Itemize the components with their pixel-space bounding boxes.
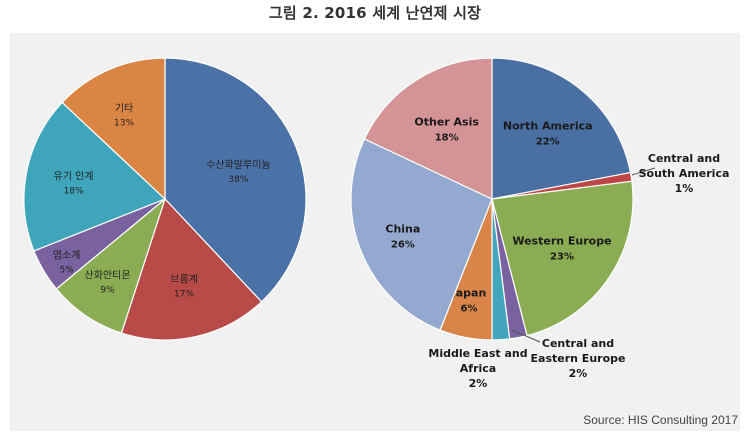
slice-value-central-and-south-america: 1%: [675, 182, 694, 195]
slice-label-middle-east-and-africa: Middle East and Africa: [428, 347, 527, 375]
slice-label-유기-인계: 유기 인계: [54, 171, 94, 183]
slice-label-산화안티몬: 산화안티몬: [85, 270, 131, 282]
pie-chart-right: North America 22% Central and South America…: [350, 57, 730, 390]
slice-value-브롬계: 17%: [174, 289, 194, 299]
leader-line-central-and-south-america: [631, 167, 656, 176]
pie-slice-산화안티몬: [55, 197, 167, 334]
pie-slice-western-europe: [491, 180, 634, 337]
slice-value-middle-east-and-africa: 2%: [469, 377, 488, 390]
slice-value-japan: 6%: [460, 304, 477, 315]
pie-slice-수산화알루미늄: [164, 57, 307, 303]
slice-value-central-and-eastern-europe: 2%: [569, 367, 588, 380]
pie-slice-other-asis: [363, 57, 493, 200]
slice-label-central-and-south-america: Central and South America: [639, 152, 730, 180]
slice-label-기타: 기타: [115, 103, 133, 115]
slice-value-western-europe: 23%: [550, 252, 574, 263]
figure-title: 그림 2. 2016 세계 난연제 시장: [268, 4, 482, 22]
source-note: Source: HIS Consulting 2017: [583, 413, 738, 427]
slice-label-north-america: North America: [503, 120, 593, 133]
pie-slice-기타: [61, 57, 166, 201]
pie-slice-north-america: [491, 57, 632, 200]
slice-label-western-europe: Western Europe: [512, 235, 611, 248]
leader-line-central-and-eastern-europe: [511, 329, 541, 343]
slice-label-수산화알루미늄: 수산화알루미늄: [206, 159, 270, 171]
slice-value-수산화알루미늄: 38%: [228, 175, 248, 185]
pie-slice-china: [350, 138, 493, 331]
slice-value-north-america: 22%: [536, 137, 560, 148]
slice-label-japan: Japan: [451, 287, 487, 300]
slice-value-other-asis: 18%: [435, 133, 459, 144]
slice-value-china: 26%: [391, 239, 415, 250]
slice-label-염소계: 염소계: [53, 250, 81, 262]
pie-slice-브롬계: [120, 197, 263, 341]
pie-slice-유기-인계: [23, 101, 167, 252]
slice-value-유기-인계: 18%: [64, 187, 84, 197]
slice-label-other-asis: Other Asis: [414, 116, 479, 129]
slice-label-브롬계: 브롬계: [170, 273, 198, 285]
pie-chart-left: 수산화알루미늄 38% 브롬계 17% 산화안티몬 9% 염소계 5% 유기 인계 18% 기타 13…: [23, 57, 307, 341]
slice-label-china: China: [385, 222, 420, 235]
slice-value-기타: 13%: [114, 119, 134, 129]
slice-value-염소계: 5%: [59, 266, 74, 276]
slice-label-central-and-eastern-europe: Central and Eastern Europe: [531, 337, 626, 365]
slice-value-산화안티몬: 9%: [100, 286, 115, 296]
